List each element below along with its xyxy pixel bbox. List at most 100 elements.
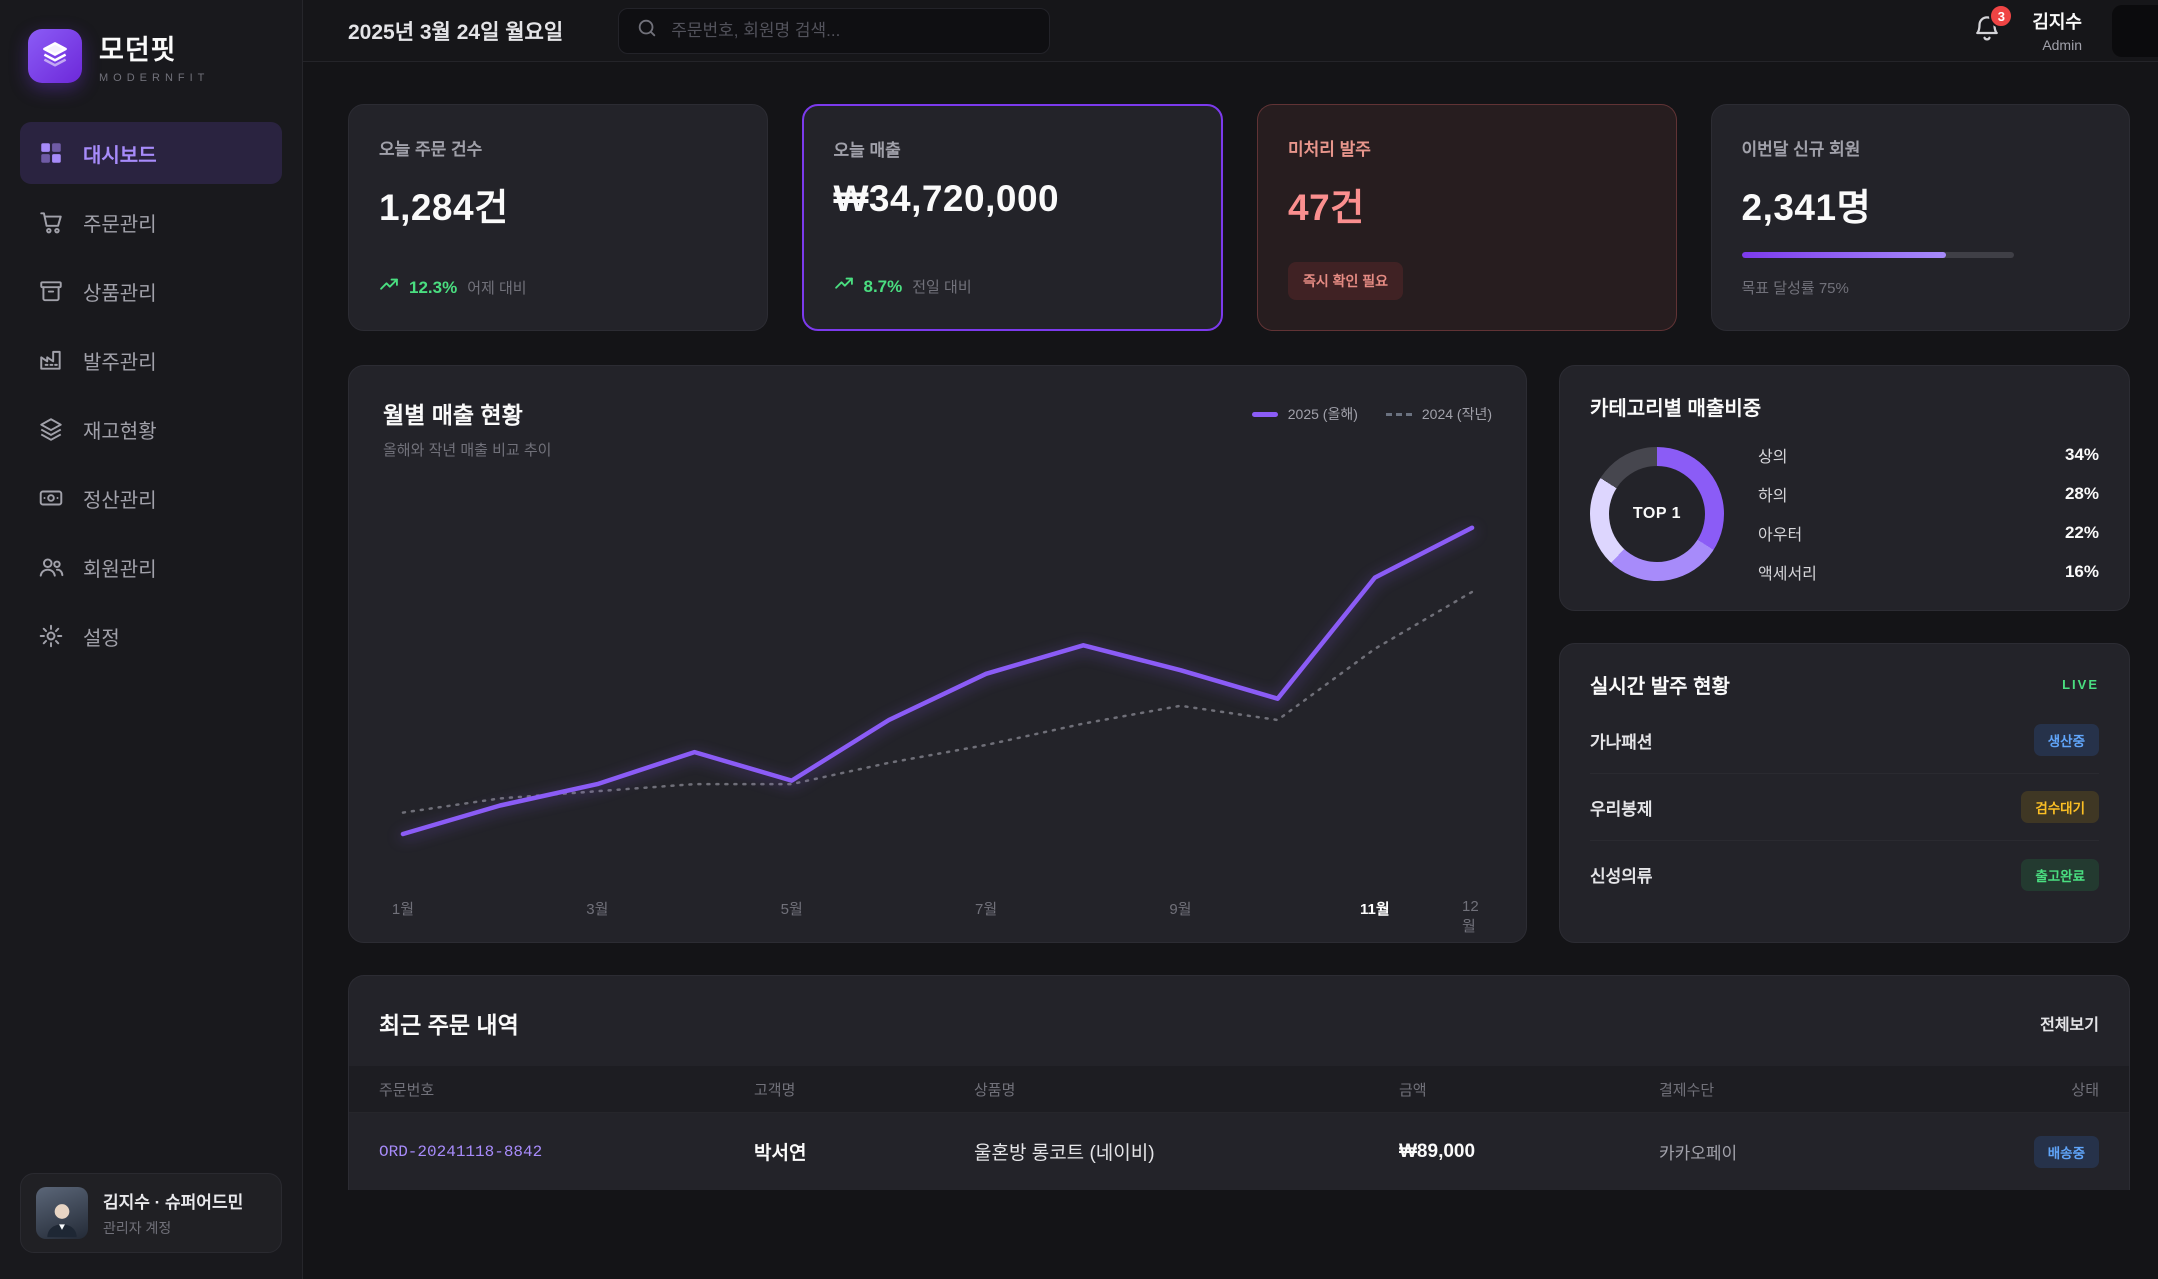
brand-logo (28, 29, 82, 83)
stat-label: 오늘 매출 (833, 141, 901, 160)
category-row: 하의 28% (1758, 482, 2099, 506)
stat-delta-pct: 8.7% (863, 276, 903, 296)
category-share-card: 카테고리별 매출비중 TOP 1 상의 34% 하의 (1559, 365, 2130, 611)
order-id: ORD-20241118-8842 (379, 1142, 543, 1161)
monthly-revenue-chart-card: 월별 매출 현황 올해와 작년 매출 비교 추이 2025 (올해) 2024 … (348, 365, 1527, 943)
chart-line-1 (403, 592, 1472, 813)
sidebar-item-label: 상품관리 (83, 282, 157, 305)
sidebar-item-settlement[interactable]: 정산관리 (20, 467, 282, 529)
sidebar-item-dashboard[interactable]: 대시보드 (20, 122, 282, 184)
sidebar-item-label: 재고현황 (83, 420, 157, 443)
admin-profile-card[interactable]: 김지수 · 슈퍼어드민 관리자 계정 (20, 1173, 282, 1253)
column-header: 상품명 (974, 1081, 1016, 1099)
sidebar-item-inventory[interactable]: 재고현황 (20, 398, 282, 460)
sidebar-menu: 대시보드 주문관리 상품관리 발주관리 (0, 108, 302, 681)
category-pct: 34% (2064, 445, 2099, 464)
column-header: 결제수단 (1659, 1081, 1715, 1099)
order-status-badge: 배송중 (2033, 1135, 2099, 1168)
sidebar-item-label: 대시보드 (83, 144, 157, 167)
x-tick-label: 3월 (586, 901, 609, 918)
trending-up-icon (379, 275, 399, 300)
live-purchase-card: 실시간 발주 현황 LIVE 가나패션 생산중 우리봉제 검수대기 (1559, 643, 2130, 943)
sidebar-item-label: 회원관리 (83, 558, 157, 581)
line-chart (383, 494, 1492, 882)
order-table-row[interactable]: ORD-20241118-8842 박서연 울혼방 롱코트 (네이비) ₩89,… (349, 1112, 2129, 1190)
stat-delta-note: 어제 대비 (467, 280, 527, 297)
stat-label: 미처리 발주 (1288, 140, 1371, 159)
topbar-user: 김지수 Admin (2032, 8, 2082, 53)
search-input[interactable] (671, 20, 1033, 41)
stat-value: 2,341명 (1741, 187, 1872, 228)
live-row: 우리봉제 검수대기 (1590, 774, 2099, 841)
banknote-icon (38, 485, 64, 511)
signup-progress-track (1741, 252, 2014, 258)
vendor-name: 신성의류 (1590, 867, 1653, 886)
x-tick-label: 12월 (1462, 898, 1479, 935)
column-header: 상태 (2071, 1081, 2099, 1099)
brand: 모던핏 MODERNFIT (0, 0, 302, 108)
profile-role: 관리자 계정 (103, 1220, 172, 1236)
search-box (618, 7, 1051, 54)
order-payment: 카카오페이 (1659, 1144, 1738, 1163)
recent-orders-card: 최근 주문 내역 전체보기 주문번호 고객명 상품명 금액 결제수단 상태 OR… (348, 975, 2130, 1190)
brand-name: 모던핏 (99, 35, 177, 65)
category-name: 아우터 (1758, 527, 1803, 544)
x-tick-label: 5월 (780, 901, 803, 918)
legend-label: 2024 (작년) (1421, 406, 1492, 422)
x-tick-label: 1월 (391, 901, 415, 918)
current-date: 2025년 3월 24일 월요일 (348, 20, 564, 44)
sidebar-item-members[interactable]: 회원관리 (20, 536, 282, 598)
cart-icon (38, 209, 64, 235)
orders-table-header: 주문번호 고객명 상품명 금액 결제수단 상태 (349, 1066, 2129, 1112)
stat-value: ₩34,720,000 (833, 178, 1060, 219)
legend-label: 2025 (올해) (1287, 406, 1358, 422)
sidebar-item-orders[interactable]: 주문관리 (20, 191, 282, 253)
stat-value: 47건 (1288, 187, 1365, 228)
stat-delta-pct: 12.3% (409, 277, 458, 297)
chart-legend: 2025 (올해) 2024 (작년) (1251, 404, 1492, 424)
topbar-avatar[interactable] (2112, 4, 2158, 57)
category-row: 액세서리 16% (1758, 560, 2099, 584)
view-all-button[interactable]: 전체보기 (2040, 1017, 2099, 1034)
legend-swatch-solid (1251, 411, 1278, 417)
stat-card-pending-purchase: 미처리 발주 47건 즉시 확인 필요 (1257, 104, 1677, 331)
chart-title: 월별 매출 현황 (383, 402, 523, 428)
sidebar-item-purchase[interactable]: 발주관리 (20, 329, 282, 391)
stat-label: 오늘 주문 건수 (379, 140, 483, 159)
category-pct: 22% (2064, 523, 2099, 542)
category-name: 액세서리 (1758, 566, 1817, 583)
sidebar-item-label: 발주관리 (83, 351, 157, 374)
factory-icon (38, 347, 64, 373)
chart-x-axis: 1월 3월 5월 7월 9월 11월 12월 (383, 898, 1492, 935)
stat-delta-note: 전일 대비 (912, 279, 972, 296)
sidebar-item-products[interactable]: 상품관리 (20, 260, 282, 322)
legend-item-2025: 2025 (올해) (1251, 404, 1358, 424)
stat-card-today-revenue: 오늘 매출 ₩34,720,000 8.7% 전일 대비 (801, 104, 1223, 331)
order-product: 울혼방 롱코트 (네이비) (974, 1143, 1155, 1164)
vendor-name: 가나패션 (1590, 732, 1653, 752)
status-badge: 생산중 (2033, 724, 2099, 756)
live-list: 가나패션 생산중 우리봉제 검수대기 신성의류 출고완료 (1590, 707, 2099, 908)
category-list: 상의 34% 하의 28% 아우터 22% (1758, 443, 2099, 584)
category-row: 상의 34% (1758, 443, 2099, 467)
search-icon (636, 17, 658, 44)
sidebar-item-settings[interactable]: 설정 (20, 605, 282, 667)
category-name: 상의 (1758, 449, 1788, 466)
stat-label: 이번달 신규 회원 (1741, 140, 1861, 159)
layers-icon (38, 416, 64, 442)
sidebar-item-label: 주문관리 (83, 213, 157, 236)
stat-card-new-members: 이번달 신규 회원 2,341명 목표 달성률 75% (1710, 104, 2130, 331)
archive-box-icon (38, 278, 64, 304)
column-header: 금액 (1399, 1081, 1427, 1099)
stat-value: 1,284건 (379, 187, 509, 228)
live-row: 신성의류 출고완료 (1590, 841, 2099, 908)
x-tick-label: 11월 (1360, 901, 1390, 918)
order-amount: ₩89,000 (1399, 1140, 1476, 1162)
donut-center-label: TOP 1 (1609, 465, 1705, 562)
live-indicator: LIVE (2062, 677, 2099, 692)
stat-cards-row: 오늘 주문 건수 1,284건 12.3% 어제 대비 오늘 매출 ₩34,72… (348, 104, 2130, 331)
notifications-button[interactable]: 3 (1972, 4, 2014, 48)
trending-up-icon (834, 274, 854, 299)
orders-title: 최근 주문 내역 (379, 1012, 519, 1038)
notification-count-badge: 3 (1989, 4, 2014, 28)
